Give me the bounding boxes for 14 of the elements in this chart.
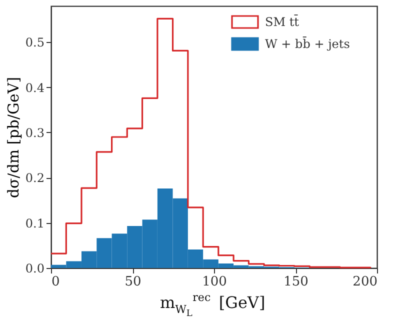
x-tick-label: 150 bbox=[284, 274, 308, 290]
x-tick-label: 50 bbox=[124, 274, 142, 290]
y-axis-title: dσ/dm [pb/GeV] bbox=[4, 76, 22, 198]
y-tick-label: 0.1 bbox=[25, 216, 44, 230]
y-tick-label: 0.2 bbox=[25, 171, 44, 186]
y-tick-label: 0.4 bbox=[25, 80, 45, 95]
legend-label: SM tt̄ bbox=[265, 14, 300, 29]
y-tick-label: 0.3 bbox=[25, 126, 44, 140]
y-tick-label: 0.5 bbox=[25, 36, 44, 50]
legend-label: W + bb̄ + jets bbox=[265, 36, 350, 51]
x-tick-label: 0 bbox=[52, 274, 60, 290]
x-tick-label: 200 bbox=[352, 274, 378, 290]
x-tick-label: 100 bbox=[202, 274, 227, 290]
y-tick-label: 0.0 bbox=[25, 262, 44, 276]
